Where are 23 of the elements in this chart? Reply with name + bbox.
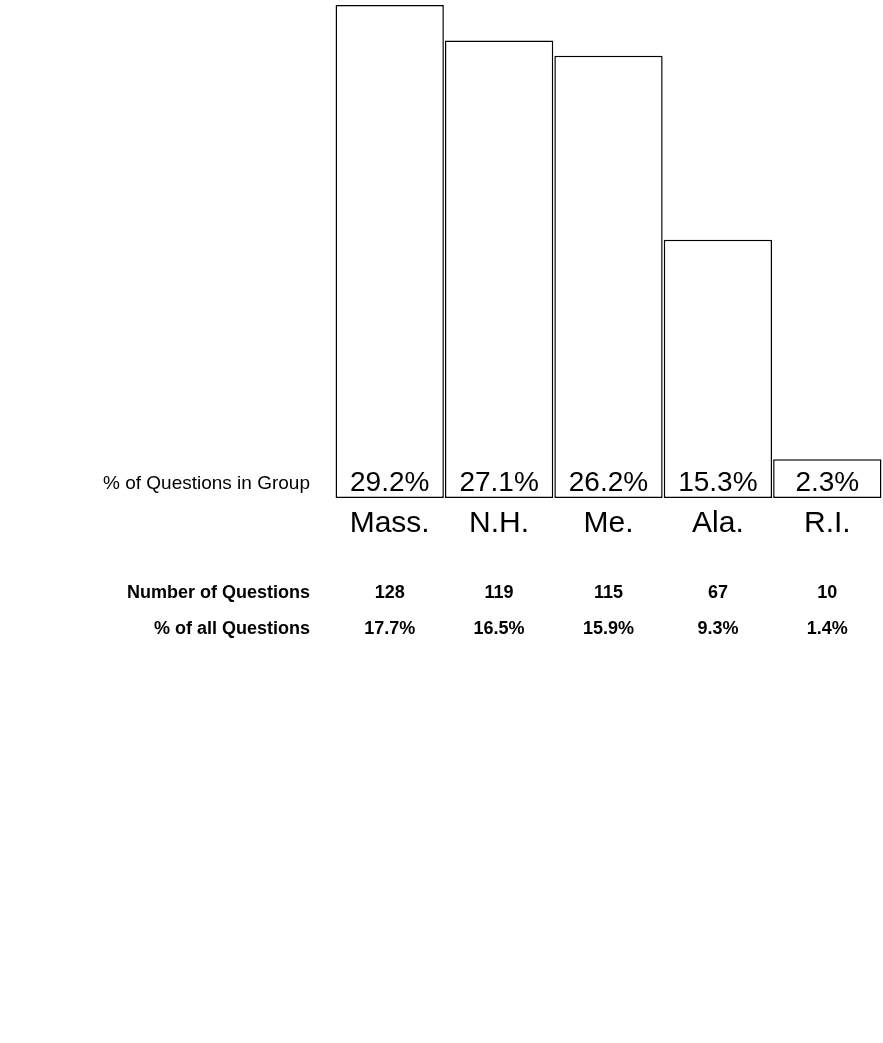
text: Number of Questions <box>126 582 310 602</box>
text: 67 <box>707 582 728 602</box>
data-label: 26.2% <box>568 466 649 497</box>
text: 17.7% <box>364 618 416 638</box>
text: 10 <box>817 582 838 602</box>
x-tick-label: N.H. <box>469 505 530 539</box>
x-tick-label: R.I. <box>803 505 851 539</box>
data-label: 2.3% <box>795 466 860 497</box>
text: 9.3% <box>697 618 739 638</box>
text: % of all Questions <box>153 618 310 638</box>
x-tick-label: Me. <box>583 505 634 539</box>
text: 119 <box>484 582 514 602</box>
series-label: % of Questions in Group <box>103 472 310 493</box>
x-tick-label: Mass. <box>349 505 430 539</box>
text: 16.5% <box>473 618 525 638</box>
data-label: 15.3% <box>678 466 758 497</box>
text: 15.9% <box>582 618 635 638</box>
text: 1.4% <box>806 618 848 638</box>
data-label: 27.1% <box>459 466 539 497</box>
x-tick-label: Ala. <box>692 505 744 539</box>
text: 115 <box>593 582 624 602</box>
text: 128 <box>374 582 405 602</box>
data-label: 29.2% <box>350 466 430 497</box>
